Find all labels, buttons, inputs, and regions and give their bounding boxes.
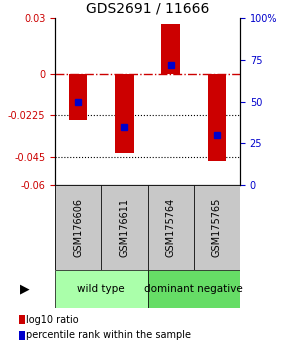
Text: GSM175765: GSM175765 (212, 198, 222, 257)
Text: ▶: ▶ (20, 282, 30, 296)
Text: dominant negative: dominant negative (144, 284, 243, 294)
Bar (101, 185, 148, 270)
Bar (194, 185, 240, 270)
Bar (115, 74, 134, 153)
Text: log10 ratio: log10 ratio (26, 314, 79, 325)
Bar (55, 185, 101, 270)
Bar (55, 270, 148, 308)
Text: GSM176611: GSM176611 (119, 198, 129, 257)
Text: GSM175764: GSM175764 (166, 198, 176, 257)
Bar (69, 74, 87, 120)
Text: GSM176606: GSM176606 (73, 198, 83, 257)
Bar (208, 74, 226, 161)
Text: wild type: wild type (77, 284, 125, 294)
Bar (148, 185, 194, 270)
Bar (161, 24, 180, 74)
Bar (148, 270, 240, 308)
Title: GDS2691 / 11666: GDS2691 / 11666 (86, 1, 209, 16)
Text: percentile rank within the sample: percentile rank within the sample (26, 330, 191, 341)
